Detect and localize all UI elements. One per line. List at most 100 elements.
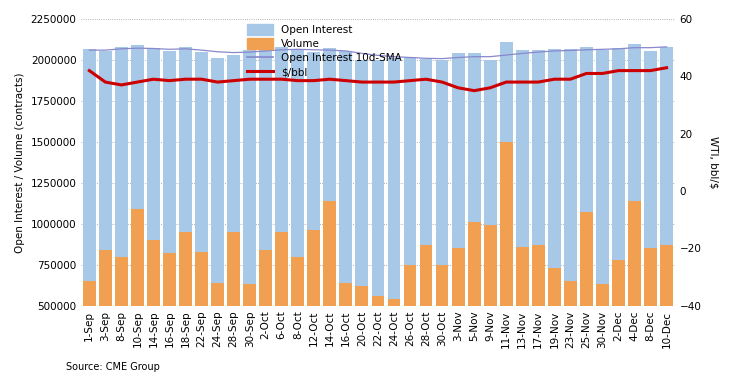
Bar bbox=[163, 51, 176, 374]
Open Interest 10d-SMA bbox=[647, 45, 655, 50]
Bar bbox=[596, 50, 609, 374]
Open Interest 10d-SMA bbox=[582, 47, 591, 52]
$/bbl bbox=[117, 83, 126, 87]
Open Interest 10d-SMA bbox=[181, 47, 190, 51]
Bar bbox=[83, 281, 96, 374]
Bar bbox=[195, 52, 208, 374]
Open Interest 10d-SMA bbox=[566, 48, 575, 53]
$/bbl bbox=[293, 79, 302, 83]
Bar bbox=[276, 47, 288, 374]
Bar bbox=[307, 230, 320, 374]
$/bbl bbox=[598, 71, 607, 76]
Open Interest 10d-SMA bbox=[358, 51, 366, 56]
$/bbl bbox=[566, 77, 575, 82]
Open Interest 10d-SMA bbox=[197, 48, 206, 52]
$/bbl bbox=[85, 68, 94, 73]
$/bbl bbox=[197, 77, 206, 82]
Bar bbox=[500, 42, 512, 374]
Bar bbox=[211, 58, 224, 374]
Line: $/bbl: $/bbl bbox=[89, 68, 666, 91]
Bar bbox=[468, 222, 481, 374]
$/bbl bbox=[101, 80, 110, 84]
Open Interest 10d-SMA bbox=[389, 55, 398, 59]
Line: Open Interest 10d-SMA: Open Interest 10d-SMA bbox=[89, 47, 666, 59]
Bar bbox=[291, 49, 304, 374]
Open Interest 10d-SMA bbox=[261, 49, 270, 53]
Open Interest 10d-SMA bbox=[614, 47, 623, 51]
Open Interest 10d-SMA bbox=[85, 48, 94, 52]
$/bbl bbox=[470, 88, 479, 93]
Open Interest 10d-SMA bbox=[277, 47, 286, 52]
Bar bbox=[612, 49, 625, 374]
$/bbl bbox=[149, 77, 158, 82]
Open Interest 10d-SMA bbox=[133, 46, 141, 50]
Bar bbox=[644, 248, 657, 374]
$/bbl bbox=[309, 79, 318, 83]
Bar bbox=[179, 232, 192, 374]
Bar bbox=[179, 47, 192, 374]
Bar bbox=[243, 50, 256, 374]
Bar bbox=[227, 55, 240, 374]
Open Interest 10d-SMA bbox=[405, 55, 414, 60]
Bar bbox=[259, 47, 272, 374]
Open Interest 10d-SMA bbox=[342, 49, 350, 53]
Bar bbox=[404, 265, 416, 374]
Bar bbox=[372, 60, 384, 374]
$/bbl bbox=[517, 80, 526, 84]
Open Interest 10d-SMA bbox=[325, 48, 334, 52]
Bar bbox=[339, 283, 353, 374]
Bar bbox=[484, 60, 496, 374]
Bar bbox=[500, 142, 512, 374]
$/bbl bbox=[277, 77, 286, 82]
Bar bbox=[660, 245, 673, 374]
Bar bbox=[388, 58, 400, 374]
Bar bbox=[564, 281, 577, 374]
Open Interest 10d-SMA bbox=[470, 55, 479, 59]
Bar bbox=[83, 49, 96, 374]
Bar bbox=[388, 299, 400, 374]
Bar bbox=[435, 60, 449, 374]
$/bbl bbox=[325, 77, 334, 82]
Bar bbox=[468, 53, 481, 374]
Open Interest 10d-SMA bbox=[246, 50, 254, 54]
Bar bbox=[484, 226, 496, 374]
$/bbl bbox=[213, 80, 222, 84]
Open Interest 10d-SMA bbox=[165, 47, 174, 52]
$/bbl bbox=[165, 79, 174, 83]
Bar bbox=[660, 47, 673, 374]
$/bbl bbox=[630, 68, 639, 73]
$/bbl bbox=[647, 68, 655, 73]
Bar bbox=[115, 257, 128, 374]
Bar bbox=[419, 245, 432, 374]
Bar bbox=[404, 57, 416, 374]
Bar bbox=[644, 51, 657, 374]
Bar bbox=[628, 201, 641, 374]
Open Interest 10d-SMA bbox=[309, 47, 318, 52]
Bar bbox=[211, 283, 224, 374]
Bar bbox=[99, 51, 111, 374]
$/bbl bbox=[229, 79, 238, 83]
Open Interest 10d-SMA bbox=[517, 51, 526, 56]
Bar bbox=[291, 257, 304, 374]
$/bbl bbox=[421, 77, 430, 82]
Open Interest 10d-SMA bbox=[101, 48, 110, 52]
$/bbl bbox=[261, 77, 270, 82]
Open Interest 10d-SMA bbox=[598, 47, 607, 52]
Bar bbox=[452, 248, 465, 374]
$/bbl bbox=[550, 77, 559, 82]
Open Interest 10d-SMA bbox=[229, 50, 238, 55]
Open Interest 10d-SMA bbox=[486, 55, 495, 59]
$/bbl bbox=[405, 79, 414, 83]
Bar bbox=[356, 60, 368, 374]
$/bbl bbox=[582, 71, 591, 76]
Y-axis label: Open Interest / Volume (contracts): Open Interest / Volume (contracts) bbox=[15, 72, 25, 252]
$/bbl bbox=[342, 79, 350, 83]
Bar bbox=[564, 49, 577, 374]
Bar bbox=[115, 47, 128, 374]
Bar bbox=[596, 284, 609, 374]
Bar bbox=[339, 51, 353, 374]
Bar bbox=[243, 284, 256, 374]
Bar bbox=[163, 253, 176, 374]
Open Interest 10d-SMA bbox=[213, 49, 222, 54]
$/bbl bbox=[614, 68, 623, 73]
